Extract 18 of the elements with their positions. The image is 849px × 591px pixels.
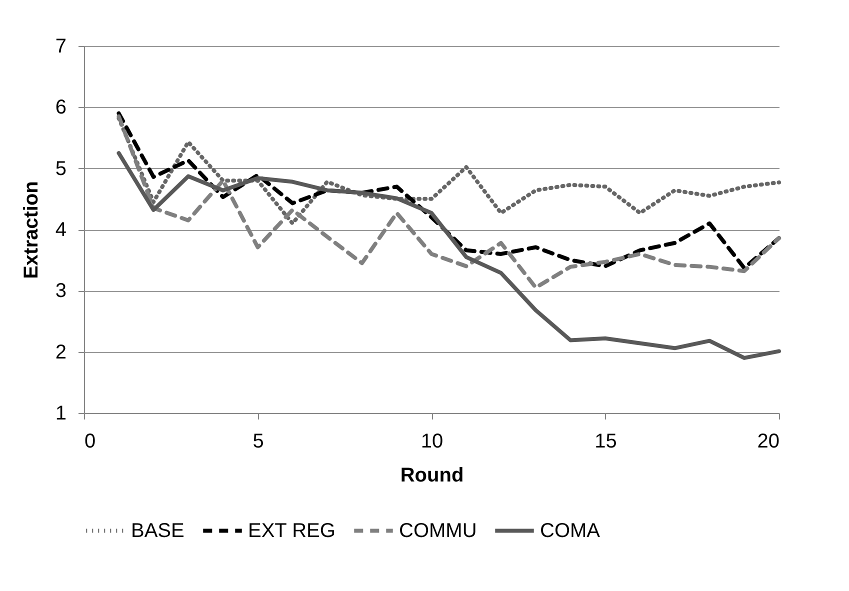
legend-label: COMMU — [399, 520, 477, 542]
y-tick-label: 3 — [55, 280, 66, 302]
x-tick-label: 15 — [594, 430, 617, 452]
x-tick-label: 0 — [84, 430, 96, 452]
x-tick-label: 5 — [252, 430, 264, 452]
x-axis-title: Round — [400, 464, 464, 486]
y-tick-label: 5 — [55, 158, 66, 180]
y-tick-label: 6 — [55, 96, 66, 119]
x-tick-label: 20 — [757, 430, 780, 452]
y-axis-title: Extraction — [20, 181, 42, 279]
legend-label: EXT REG — [248, 520, 336, 542]
y-tick-label: 4 — [55, 219, 66, 241]
x-tick-label: 10 — [420, 430, 444, 452]
y-tick-label: 1 — [55, 402, 66, 424]
legend-label: BASE — [131, 520, 184, 542]
legend-label: COMA — [540, 520, 601, 542]
y-tick-label: 7 — [55, 36, 66, 58]
y-tick-label: 2 — [55, 341, 66, 364]
